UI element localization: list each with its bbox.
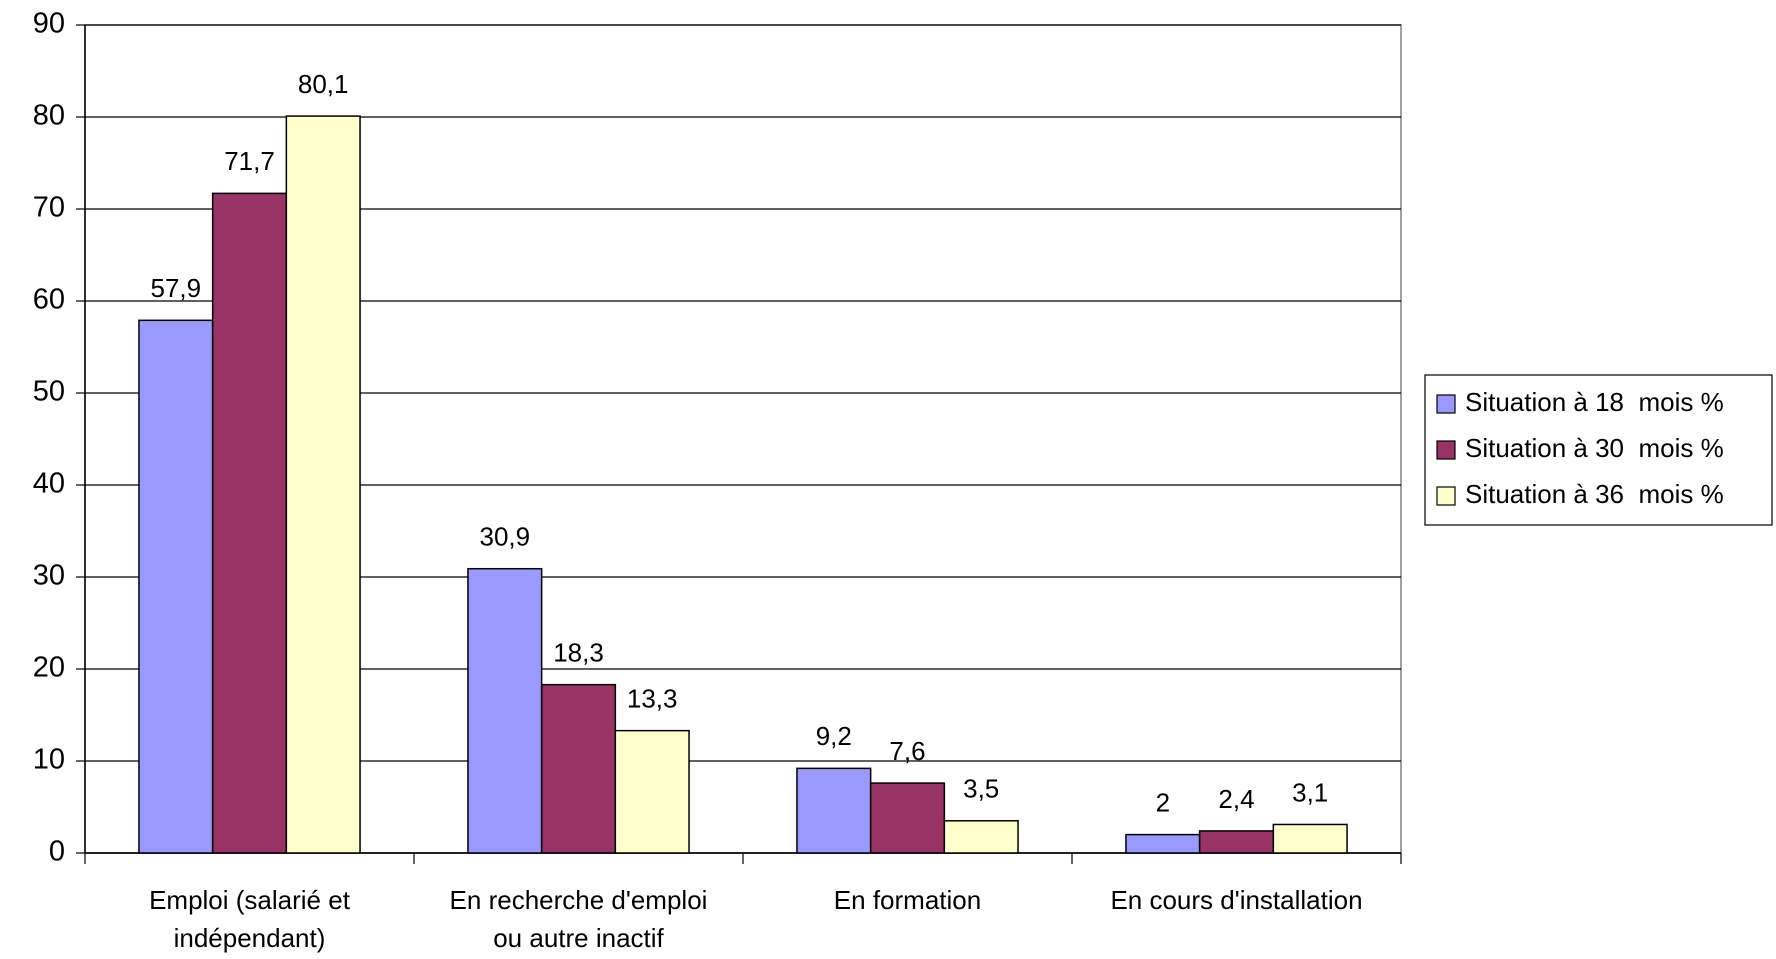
y-tick-label: 80: [33, 100, 65, 132]
y-tick-label: 10: [33, 744, 65, 776]
legend-swatch: [1436, 394, 1456, 414]
bar: [467, 567, 543, 854]
value-label: 80,1: [298, 69, 349, 99]
legend-swatch: [1436, 440, 1456, 460]
value-label: 3,1: [1292, 777, 1328, 807]
value-label: 18,3: [553, 638, 604, 668]
x-tick-label: En cours d'installation: [1110, 885, 1362, 915]
y-tick-label: 30: [33, 560, 65, 592]
bar: [138, 319, 214, 854]
x-tick-label: indépendant): [174, 923, 326, 953]
bar: [211, 192, 288, 854]
value-label: 13,3: [627, 684, 678, 714]
value-label: 7,6: [889, 736, 925, 766]
y-tick-label: 90: [33, 8, 65, 40]
x-tick-label: Emploi (salarié et: [149, 885, 351, 915]
legend-label: Situation à 18 mois %: [1465, 387, 1724, 417]
bar: [796, 767, 872, 854]
x-tick-label: En formation: [834, 885, 981, 915]
bar: [614, 729, 690, 854]
legend: [1424, 374, 1773, 526]
bar: [1198, 830, 1275, 854]
bar: [1125, 833, 1201, 854]
x-tick-label: En recherche d'emploi: [450, 885, 708, 915]
y-tick-label: 0: [49, 836, 65, 868]
legend-swatch: [1436, 486, 1456, 506]
value-label: 9,2: [816, 721, 852, 751]
legend-label: Situation à 36 mois %: [1465, 479, 1724, 509]
value-label: 3,5: [963, 774, 999, 804]
legend-label: Situation à 30 mois %: [1465, 433, 1724, 463]
bar: [943, 820, 1019, 854]
value-label: 57,9: [150, 273, 201, 303]
value-label: 71,7: [224, 146, 275, 176]
y-tick-label: 20: [33, 652, 65, 684]
y-tick-label: 40: [33, 468, 65, 500]
x-tick-label: ou autre inactif: [493, 923, 664, 953]
y-tick-label: 70: [33, 192, 65, 224]
bar: [285, 115, 361, 854]
y-tick-label: 60: [33, 284, 65, 316]
bar: [1272, 823, 1348, 854]
y-tick-label: 50: [33, 376, 65, 408]
bar: [540, 683, 617, 854]
value-label: 2: [1156, 787, 1170, 817]
value-label: 2,4: [1218, 784, 1254, 814]
bar: [869, 782, 946, 854]
value-label: 30,9: [479, 522, 530, 552]
